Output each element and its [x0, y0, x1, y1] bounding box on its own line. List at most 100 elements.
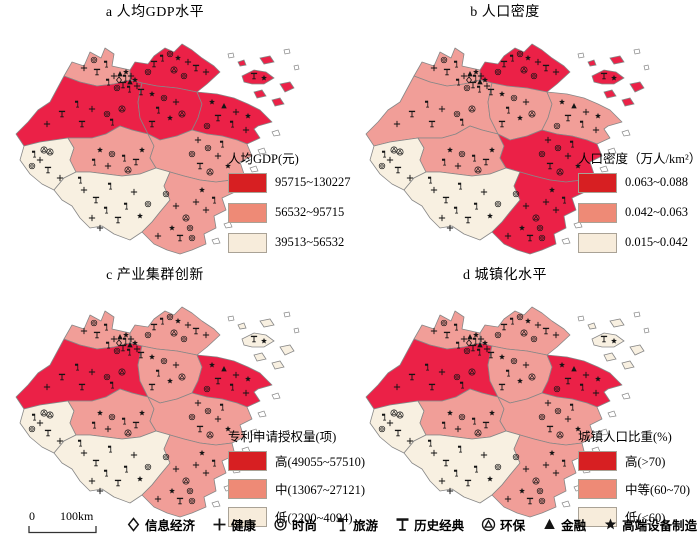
- health-marker-icon: [172, 98, 180, 106]
- fashion-marker-icon: [463, 84, 471, 92]
- region-wenzhou: [491, 171, 586, 255]
- islet: [633, 48, 641, 55]
- fashion-marker-icon: [378, 162, 386, 170]
- high-end-equipment-marker-icon: [123, 331, 129, 338]
- eco-marker-icon: [124, 429, 132, 437]
- high-end-equipment-marker-icon: [175, 54, 181, 61]
- historic-classic-marker-icon: [498, 383, 506, 391]
- eco-marker-icon: [170, 66, 178, 74]
- historic-classic-marker-icon: [150, 60, 158, 68]
- finance-marker-icon: [127, 342, 133, 348]
- health-marker-icon: [522, 98, 530, 106]
- islet: [283, 48, 291, 55]
- fashion-marker-icon: [103, 110, 111, 118]
- islet: [561, 237, 571, 245]
- tourism-marker-icon: [77, 439, 83, 447]
- health-marker-icon: [552, 469, 560, 477]
- info-economy-icon: [127, 517, 140, 532]
- health-marker-icon: [56, 174, 64, 182]
- tourism-marker-icon: [109, 118, 115, 126]
- tourism-marker-icon: [472, 74, 478, 82]
- islet: [643, 327, 650, 334]
- health-marker-icon: [96, 487, 104, 495]
- health-marker-icon: [504, 232, 512, 240]
- fashion-marker-icon: [28, 162, 36, 170]
- finance-marker-icon: [221, 366, 227, 372]
- legend-swatch-high: [228, 172, 267, 193]
- historic-classic-marker-icon: [196, 162, 204, 170]
- health-marker-icon: [192, 198, 200, 206]
- high-end-equipment-marker-icon: [517, 114, 523, 121]
- region-zhoushan: [279, 81, 295, 93]
- health-marker-icon: [96, 224, 104, 232]
- tourism-marker-icon: [424, 363, 430, 371]
- historic-classic-marker-icon: [176, 234, 184, 242]
- region-zhoushan: [603, 352, 617, 362]
- high-end-equipment-marker-icon: [482, 339, 488, 346]
- health-marker-icon: [43, 120, 51, 128]
- bottom-bar: 0 100km 信息经济 健康 时尚 旅游 历史经典 环保 金融 高端设备制造: [0, 506, 700, 541]
- health-icon: [213, 518, 226, 531]
- eco-marker-icon: [124, 166, 132, 174]
- health-marker-icon: [552, 331, 560, 339]
- health-marker-icon: [127, 335, 135, 343]
- fashion-marker-icon: [28, 425, 36, 433]
- health-marker-icon: [393, 383, 401, 391]
- islet: [599, 165, 609, 173]
- region-zhoushan: [259, 318, 275, 328]
- legend-swatch-low: [228, 506, 267, 527]
- islet: [211, 237, 221, 245]
- eco-icon: [481, 517, 496, 532]
- tourism-marker-icon: [105, 341, 111, 349]
- finance-marker-icon: [477, 79, 483, 85]
- industry-legend-item-eco: 环保: [481, 515, 525, 534]
- legend-row: 高(49055~57510): [228, 450, 365, 471]
- fashion-marker-icon: [538, 413, 546, 421]
- historic-classic-marker-icon: [78, 120, 86, 128]
- fashion-marker-icon: [494, 200, 502, 208]
- tourism-marker-icon: [476, 348, 482, 356]
- health-marker-icon: [386, 419, 394, 427]
- map-canvas-d: [365, 306, 650, 518]
- health-marker-icon: [438, 368, 446, 376]
- health-marker-icon: [438, 214, 446, 222]
- health-marker-icon: [460, 335, 468, 343]
- islet: [599, 428, 609, 436]
- industry-legend-item-tourism: 旅游: [334, 515, 378, 534]
- tourism-marker-icon: [105, 78, 111, 86]
- panel-d-legend: 城镇人口比重(%) 高(>70) 中等(60~70) 低(<60): [578, 426, 700, 535]
- historic-classic-marker-icon: [114, 479, 122, 487]
- health-marker-icon: [544, 399, 552, 407]
- health-marker-icon: [430, 186, 438, 194]
- industry-legend-label: 信息经济: [145, 519, 196, 533]
- high-end-equipment-marker-icon: [225, 162, 231, 169]
- tourism-marker-icon: [455, 78, 461, 86]
- tourism-marker-icon: [123, 202, 129, 210]
- high-end-equipment-marker-icon: [167, 114, 173, 121]
- historic-classic-marker-icon: [408, 373, 416, 381]
- legend-label: 39513~56532: [275, 235, 345, 249]
- legend-label: 低(2200~4094): [275, 511, 353, 525]
- high-end-equipment-marker-icon: [473, 68, 479, 75]
- islet: [293, 327, 300, 334]
- historic-classic-marker-icon: [119, 344, 127, 352]
- tourism-marker-icon: [381, 150, 387, 158]
- legend-label: 中(13067~27121): [275, 483, 366, 497]
- industry-legend-item-high-end-equipment: 高端设备制造: [603, 515, 697, 534]
- health-marker-icon: [88, 477, 96, 485]
- health-marker-icon: [542, 198, 550, 206]
- fashion-marker-icon: [162, 453, 170, 461]
- high-end-equipment-marker-icon: [559, 361, 565, 368]
- health-marker-icon: [80, 64, 88, 72]
- islet: [271, 129, 281, 137]
- fashion-marker-icon: [108, 150, 116, 158]
- historic-classic-marker-icon: [192, 327, 200, 335]
- historic-classic-marker-icon: [196, 425, 204, 433]
- industry-legend-label: 高端设备制造: [622, 519, 698, 533]
- legend-row: 低(2200~4094): [228, 506, 353, 527]
- legend-swatch-high: [228, 450, 267, 471]
- fashion-marker-icon: [510, 94, 518, 102]
- region-zhoushan: [253, 89, 267, 99]
- health-marker-icon: [592, 389, 600, 397]
- health-marker-icon: [192, 461, 200, 469]
